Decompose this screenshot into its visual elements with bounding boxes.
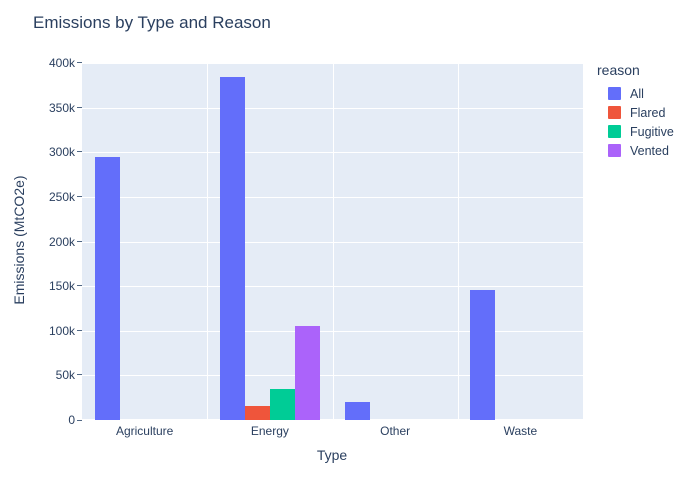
legend-swatch-fugitive <box>608 125 621 138</box>
y-tick-label: 350k <box>48 100 75 115</box>
y-tick-mark <box>77 420 82 421</box>
legend-label: Flared <box>630 105 666 120</box>
gridline-x <box>457 63 459 420</box>
bar-energy-all <box>219 77 245 420</box>
y-tick-mark <box>77 151 82 153</box>
y-tick-label: 50k <box>55 368 75 383</box>
y-tick-label: 400k <box>48 56 75 70</box>
legend-label: Fugitive <box>630 124 674 139</box>
y-tick-label: 200k <box>48 234 75 249</box>
bar-agriculture-all <box>94 156 120 420</box>
legend-swatch-flared <box>608 106 621 119</box>
legend-item-all[interactable]: All <box>597 84 674 103</box>
y-tick-mark <box>77 106 82 108</box>
bar-energy-flared <box>244 405 270 420</box>
x-tick-label-energy: Energy <box>250 424 289 438</box>
legend-title: reason <box>597 62 640 78</box>
y-tick-label: 250k <box>48 189 75 204</box>
y-tick-mark <box>77 240 82 242</box>
legend-swatch-all <box>608 87 621 100</box>
legend-item-fugitive[interactable]: Fugitive <box>597 122 674 141</box>
legend-swatch-vented <box>608 144 621 157</box>
y-tick-mark <box>77 195 82 197</box>
y-tick-mark <box>77 285 82 287</box>
chart-title: Emissions by Type and Reason <box>33 13 271 32</box>
y-tick-mark <box>77 62 82 63</box>
y-tick-label: 100k <box>48 323 75 338</box>
y-tick-label: 0 <box>68 413 75 427</box>
bar-waste-all <box>470 289 496 420</box>
x-axis-title: Type <box>316 447 348 463</box>
y-tick-label: 150k <box>48 279 75 294</box>
legend-items: All Flared Fugitive Vented <box>597 84 674 160</box>
bar-energy-fugitive <box>269 388 295 420</box>
legend: reason All Flared Fugitive Vented <box>597 62 674 160</box>
legend-item-vented[interactable]: Vented <box>597 141 674 160</box>
y-axis-title: Emissions (MtCO2e) <box>11 175 27 305</box>
legend-label: Vented <box>630 143 669 158</box>
y-tick-mark <box>77 329 82 331</box>
gridline-x <box>207 63 209 420</box>
legend-item-flared[interactable]: Flared <box>597 103 674 122</box>
gridline-x <box>332 63 334 420</box>
plot-area <box>82 63 583 420</box>
y-tick-label: 300k <box>48 145 75 160</box>
bar-other-all <box>345 402 371 420</box>
x-tick-label-waste: Waste <box>503 424 538 438</box>
y-tick-mark <box>77 374 82 376</box>
x-tick-label-agriculture: Agriculture <box>115 424 174 438</box>
legend-label: All <box>630 86 644 101</box>
bar-energy-vented <box>294 326 320 420</box>
x-tick-label-other: Other <box>380 424 411 438</box>
